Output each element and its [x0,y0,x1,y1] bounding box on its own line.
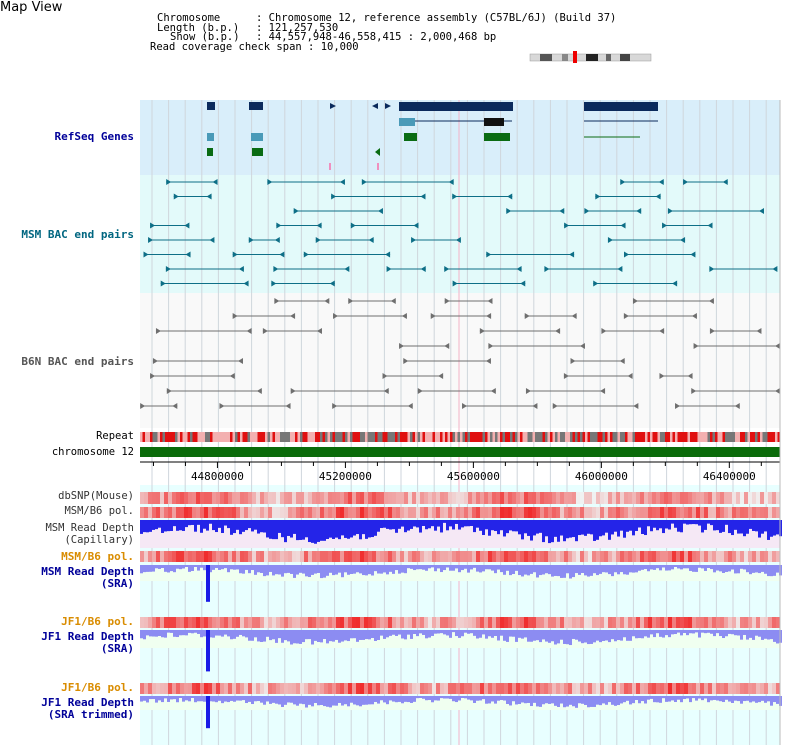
axis-tick-label: 46400000 [703,470,756,483]
msm-bac-end-pairs[interactable] [143,179,778,287]
label-msm-b6-pol-2: MSM/B6 pol. [61,550,134,563]
chromosome-key: Chromosome [157,12,221,24]
label-dbsnp: dbSNP(Mouse) [58,490,134,502]
label-msm-depth-sra-sub: (SRA) [100,577,134,590]
msm-bac-track-bg [140,175,780,293]
axis-tick-label: 44800000 [191,470,244,483]
length-value: 121,257,530 [268,22,339,34]
heat-tracks[interactable] [140,492,780,694]
coverage-key: Read coverage check span [150,41,302,53]
label-jf1-pol-2: JF1/B6 pol. [61,681,134,694]
label-jf1-depth-trim-sub: (SRA trimmed) [47,708,134,721]
axis-tick-label: 46000000 [575,470,628,483]
refseq-track-bg [140,100,780,175]
show-key: Show (b.p.) [170,31,240,43]
label-jf1-depth-sra: JF1 Read Depth [41,630,134,643]
label-msm-depth-cap-sub: (Capillary) [64,534,134,546]
show-row: : 44,557,948-46,558,415 : 2,000,468 bp [256,32,496,43]
chromosome-sep: : Chromosome 12, reference assembly (C57… [256,13,616,24]
label-jf1-depth-sra-sub: (SRA) [100,642,134,655]
depth-tracks[interactable] [140,520,782,729]
chromosome-info: Chromosome [157,13,220,24]
chromosome-value: Chromosome 12, reference assembly (C57BL… [268,12,617,24]
label-msm-b6-pol-1: MSM/B6 pol. [64,505,134,517]
sep: : [308,41,315,53]
b6n-bac-end-pairs[interactable] [140,298,780,409]
repeat-track[interactable] [140,432,780,442]
chromosome-bar[interactable] [140,447,780,457]
label-msm-depth-sra: MSM Read Depth [41,565,134,578]
length-key: Length (b.p.) [157,22,240,34]
position-axis: 44800000 45200000 45600000 46000000 46400000 [140,461,780,483]
coverage-value: 10,000 [320,41,359,53]
label-jf1-depth-trim: JF1 Read Depth [41,696,134,709]
coverage-row: Read coverage check span : 10,000 [150,42,359,53]
axis-tick-label: 45600000 [447,470,500,483]
show-value: 44,557,948-46,558,415 : 2,000,468 bp [268,31,497,43]
sep: : [256,22,263,34]
length-row: : 121,257,530 [256,23,338,34]
sep: : [256,31,263,43]
map-view-title: Map View [0,0,63,15]
label-chromosome: chromosome 12 [51,446,134,458]
axis-tick-label: 45200000 [319,470,372,483]
chromosome-ideogram[interactable] [529,51,652,63]
label-msm-bac[interactable]: MSM BAC end pairs [21,228,134,241]
label-repeat: Repeat [96,430,134,442]
sep: : [256,12,263,24]
label-refseq-genes[interactable]: RefSeq Genes [54,130,134,143]
ideogram-position-marker [573,51,577,63]
label-jf1-pol-1: JF1/B6 pol. [61,615,134,628]
label-b6n-bac[interactable]: B6N BAC end pairs [21,355,134,368]
label-msm-depth-cap: MSM Read Depth [45,522,134,534]
refseq-genes[interactable] [207,102,658,170]
